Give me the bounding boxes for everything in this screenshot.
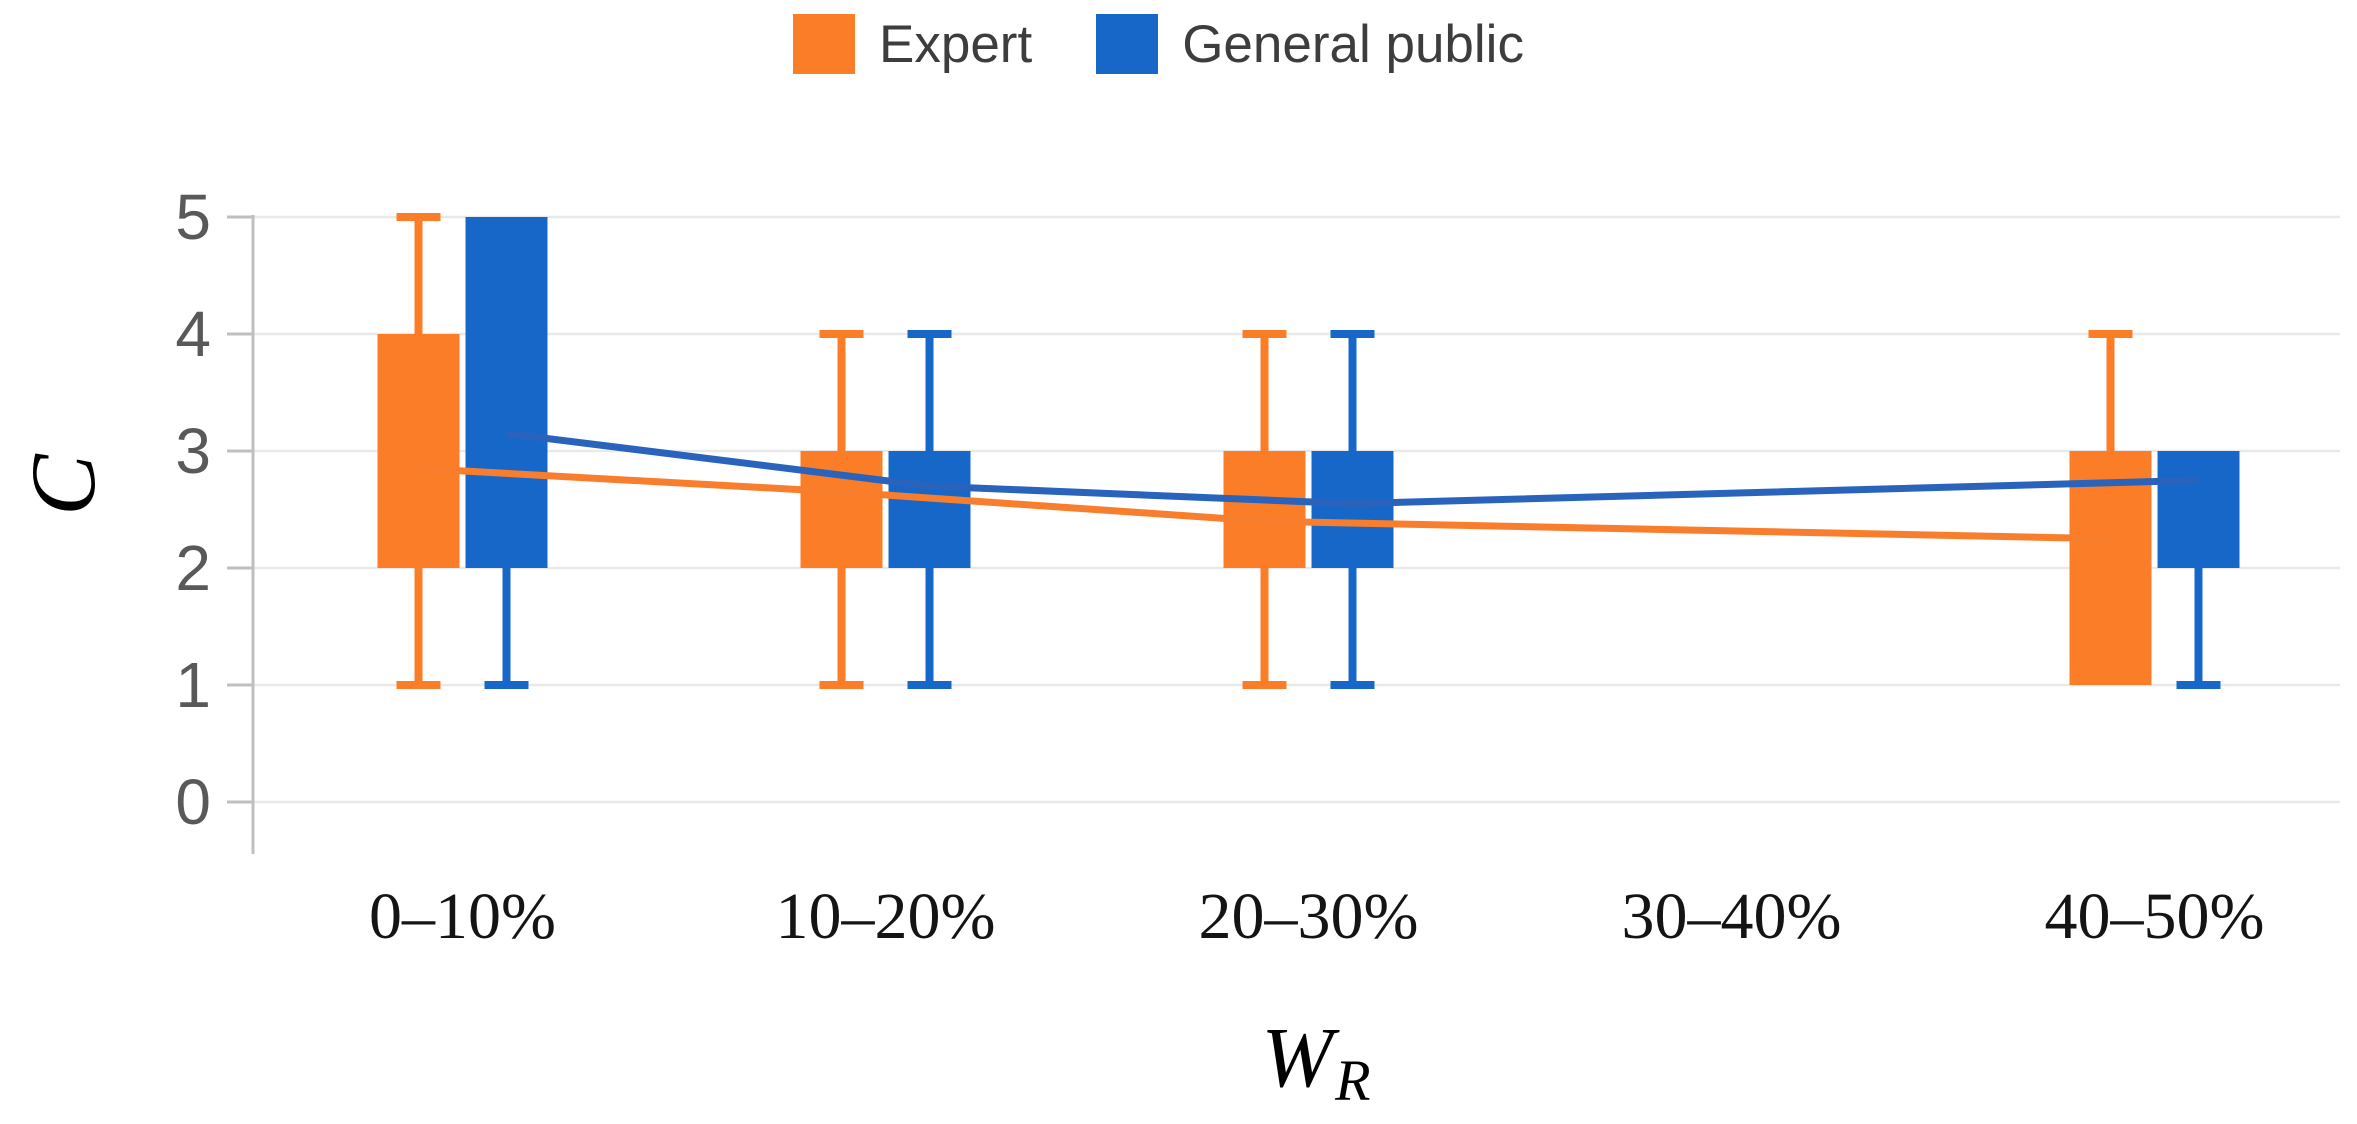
y-tick-label-0: 0: [175, 766, 211, 838]
whisker-high-0-2: [1260, 334, 1269, 451]
y-tick-label-1: 1: [175, 649, 211, 721]
legend-item-general-public: General public: [1096, 14, 1524, 74]
x-axis-title-subscript: R: [1335, 1048, 1371, 1113]
whisker-low-1-1: [925, 568, 934, 685]
whisker-cap-high-1-2: [1330, 330, 1375, 338]
y-tick-label-2: 2: [175, 532, 211, 604]
x-category-label-2: 20–30%: [1199, 880, 1419, 953]
box-1-4: [2157, 451, 2240, 568]
x-category-label-1: 10–20%: [776, 880, 996, 953]
whisker-cap-high-0-2: [1242, 330, 1287, 338]
box-0-0: [377, 334, 460, 568]
y-tick-label-3: 3: [175, 415, 211, 487]
whisker-cap-low-1-1: [907, 681, 952, 689]
legend-label-general-public: General public: [1182, 14, 1524, 74]
whisker-low-1-4: [2194, 568, 2203, 685]
whisker-cap-high-0-1: [819, 330, 864, 338]
whisker-cap-high-0-0: [396, 213, 441, 221]
whisker-high-1-1: [925, 334, 934, 451]
mean-line-1: [506, 429, 2199, 508]
box-0-4: [2069, 451, 2152, 685]
whisker-high-1-2: [1348, 334, 1357, 451]
legend-label-expert: Expert: [879, 14, 1033, 74]
y-tick-label-5: 5: [175, 181, 211, 253]
box-1-1: [888, 451, 971, 568]
whisker-high-0-1: [837, 334, 846, 451]
x-category-label-0: 0–10%: [369, 880, 556, 953]
whisker-cap-low-0-1: [819, 681, 864, 689]
whisker-low-1-0: [502, 568, 511, 685]
whisker-low-0-0: [414, 568, 423, 685]
whisker-high-0-4: [2106, 334, 2115, 451]
y-axis-title: C: [12, 454, 114, 516]
whisker-cap-low-0-0: [396, 681, 441, 689]
whisker-cap-high-1-1: [907, 330, 952, 338]
legend-swatch-general-public: [1096, 14, 1159, 74]
whisker-cap-low-0-2: [1242, 681, 1287, 689]
mean-line-0: [418, 465, 2111, 543]
box-1-0: [465, 217, 548, 568]
whisker-cap-low-1-0: [484, 681, 529, 689]
whisker-cap-low-1-4: [2176, 681, 2221, 689]
x-category-label-4: 40–50%: [2045, 880, 2265, 953]
legend-swatch-expert: [793, 14, 855, 74]
x-axis-title-main: W: [1261, 1009, 1334, 1105]
legend-item-expert: Expert: [793, 14, 1032, 74]
x-axis-title: WR: [1205, 1014, 1425, 1110]
x-category-label-3: 30–40%: [1622, 880, 1842, 953]
whisker-high-0-0: [414, 217, 423, 334]
whisker-cap-high-0-4: [2088, 330, 2133, 338]
y-tick-label-4: 4: [175, 298, 211, 370]
box-1-2: [1311, 451, 1394, 568]
box-0-2: [1223, 451, 1306, 568]
whisker-low-0-2: [1260, 568, 1269, 685]
whisker-low-1-2: [1348, 568, 1357, 685]
whisker-cap-low-1-2: [1330, 681, 1375, 689]
whisker-low-0-1: [837, 568, 846, 685]
legend: Expert General public: [793, 14, 1524, 74]
